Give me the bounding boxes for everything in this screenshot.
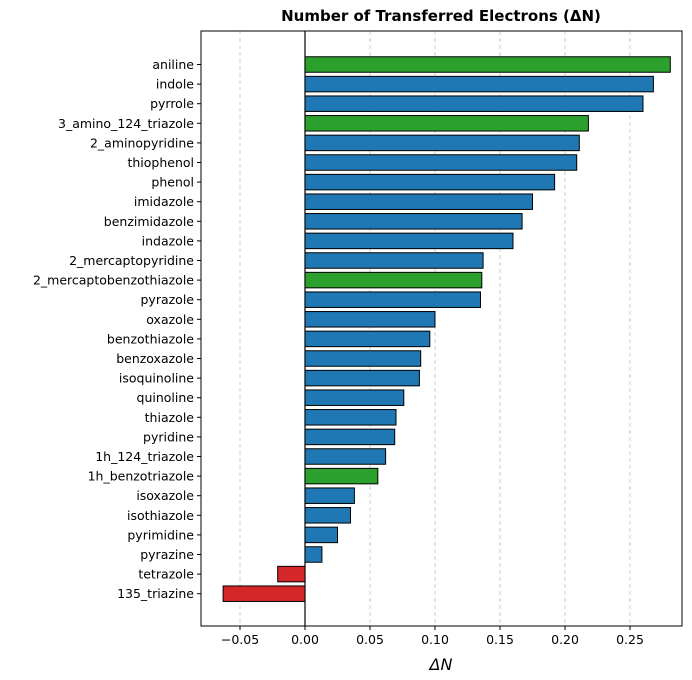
category-label: 3_amino_124_triazole (58, 116, 194, 131)
category-labels: aniline indole pyrrole 3_amino_124_triazole… (33, 57, 201, 601)
bar (304, 56, 671, 73)
category-label: 2_aminopyridine (90, 135, 194, 150)
category-label: phenol (151, 175, 194, 190)
bar (304, 291, 481, 308)
category-label: pyrrole (150, 96, 194, 111)
bar (304, 154, 578, 171)
category-label: 1h_124_triazole (95, 449, 194, 464)
plot-frame (200, 30, 683, 627)
bar (304, 271, 483, 289)
category-label: indazole (142, 233, 195, 248)
bar (304, 507, 351, 524)
category-label: isoxazole (136, 488, 194, 503)
bar (304, 546, 323, 563)
bar (304, 369, 420, 387)
bar (304, 311, 436, 328)
x-axis-label: ΔN (428, 655, 453, 674)
category-label: thiazole (145, 410, 195, 425)
x-tick-label: 0.05 (356, 632, 384, 647)
bar (304, 448, 387, 465)
category-label: tetrazole (138, 567, 194, 582)
bars-group (222, 56, 671, 602)
category-label: benzothiazole (107, 331, 194, 346)
bar (304, 134, 580, 152)
bar (304, 115, 589, 132)
category-label: benzimidazole (104, 214, 195, 229)
x-tick-label: 0.20 (551, 632, 579, 647)
category-label: thiophenol (127, 155, 194, 170)
category-label: 1h_benzotriazole (88, 469, 195, 484)
category-label: pyridine (143, 429, 194, 444)
bar (304, 428, 396, 446)
x-tick-label: 0.25 (616, 632, 644, 647)
category-label: pyrazine (140, 547, 194, 562)
bar (304, 95, 644, 112)
bar (304, 75, 654, 93)
bar (304, 252, 484, 269)
x-tick-label: 0.10 (421, 632, 449, 647)
category-label: imidazole (134, 194, 194, 209)
category-label: oxazole (146, 312, 194, 327)
bar (304, 330, 431, 348)
bar (304, 193, 533, 210)
category-label: indole (156, 77, 194, 92)
category-label: aniline (152, 57, 194, 72)
bar (304, 526, 338, 544)
bar (304, 350, 422, 367)
category-label: 2_mercaptopyridine (69, 253, 194, 268)
chart-title: Number of Transferred Electrons (ΔN) (281, 7, 601, 25)
bar (277, 565, 306, 583)
x-ticks: −0.05 0.00 0.05 0.10 0.15 0.20 0.25 (221, 626, 644, 647)
bar (304, 487, 355, 504)
category-label: pyrimidine (127, 527, 194, 542)
bar (304, 173, 556, 191)
bar (304, 467, 379, 485)
category-label: 135_triazine (117, 586, 194, 601)
bar (304, 232, 514, 250)
bar (222, 585, 306, 602)
category-label: 2_mercaptobenzothiazole (33, 273, 194, 288)
bar (304, 409, 397, 426)
x-tick-label: 0.00 (291, 632, 319, 647)
category-label: isoquinoline (119, 371, 194, 386)
category-label: pyrazole (140, 292, 194, 307)
bar (304, 389, 405, 406)
bar (304, 213, 523, 230)
category-label: isothiazole (127, 508, 194, 523)
category-label: benzoxazole (116, 351, 194, 366)
x-tick-label: 0.15 (486, 632, 514, 647)
category-label: quinoline (137, 390, 195, 405)
x-tick-label: −0.05 (221, 632, 259, 647)
